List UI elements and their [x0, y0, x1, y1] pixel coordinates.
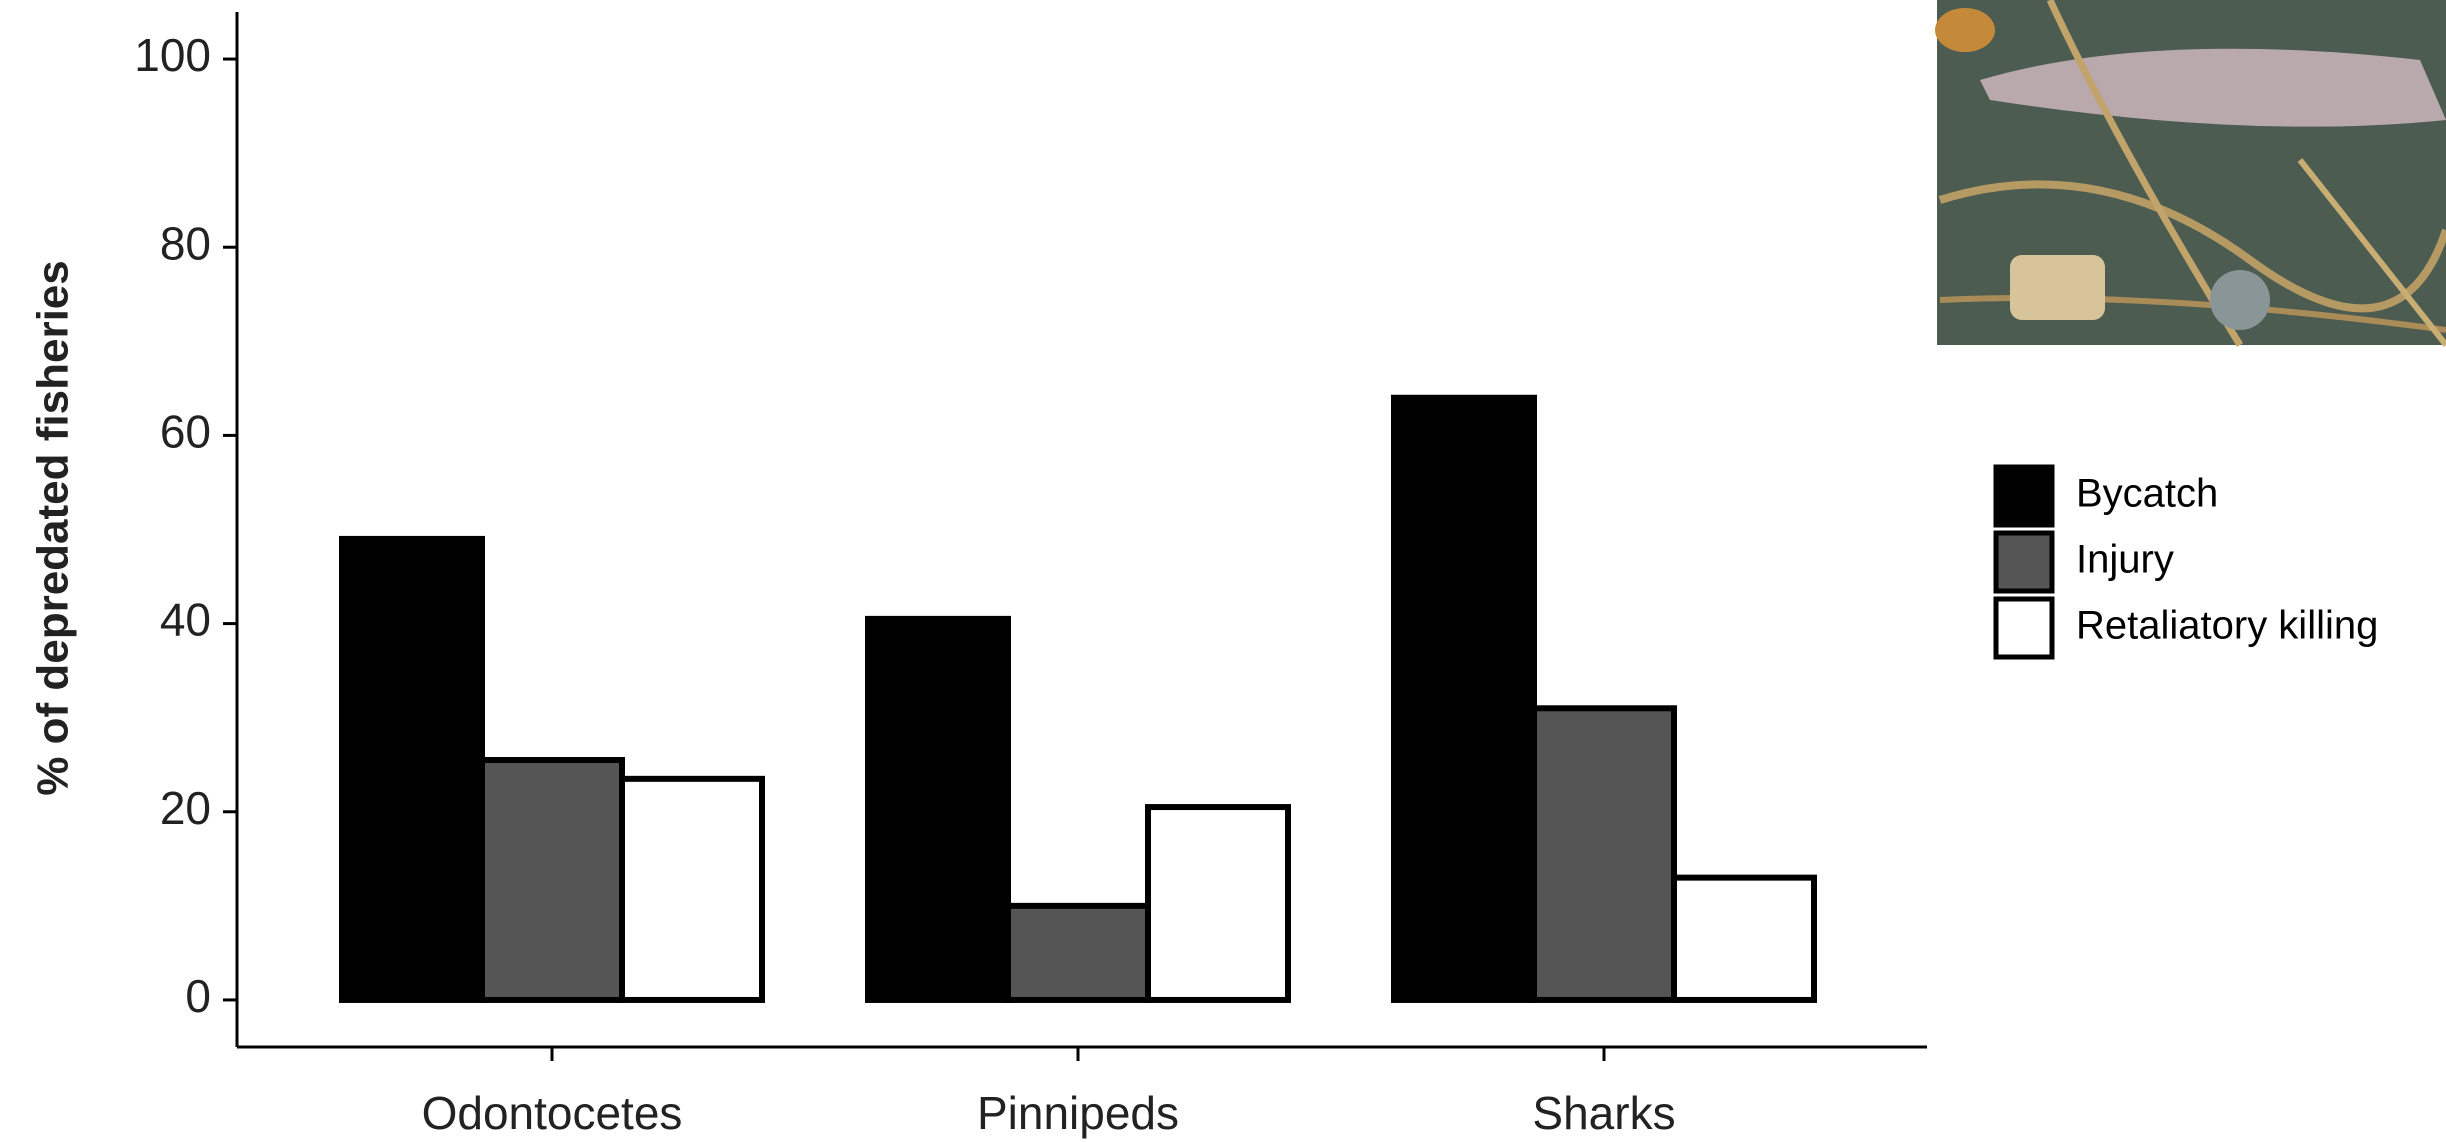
bar — [479, 757, 625, 1003]
bar — [1671, 874, 1817, 1003]
x-tick-label: Sharks — [1532, 1087, 1675, 1139]
bar — [1391, 394, 1537, 1003]
legend-swatch — [1993, 530, 2055, 594]
x-tick-label: Odontocetes — [422, 1087, 683, 1139]
y-tick-label: 0 — [185, 970, 211, 1022]
y-tick-label: 80 — [160, 217, 211, 269]
photo — [1935, 0, 2446, 347]
legend-label: Injury — [2076, 538, 2174, 582]
legend-swatch — [1993, 464, 2055, 528]
bar — [1531, 705, 1677, 1003]
legend-label: Bycatch — [2076, 472, 2218, 516]
y-tick-label: 20 — [160, 782, 211, 834]
y-tick-label: 100 — [134, 29, 211, 81]
bar — [339, 535, 485, 1003]
bar — [1145, 804, 1291, 1003]
bar — [619, 775, 765, 1003]
legend-label: Retaliatory killing — [2076, 604, 2378, 648]
x-tick-label: Pinnipeds — [977, 1087, 1179, 1139]
bar — [1005, 902, 1151, 1003]
y-tick-label: 40 — [160, 594, 211, 646]
y-axis-title: % of depredated fisheries — [29, 260, 78, 795]
bar — [865, 615, 1011, 1003]
y-tick-label: 60 — [160, 406, 211, 458]
legend-swatch — [1993, 596, 2055, 660]
